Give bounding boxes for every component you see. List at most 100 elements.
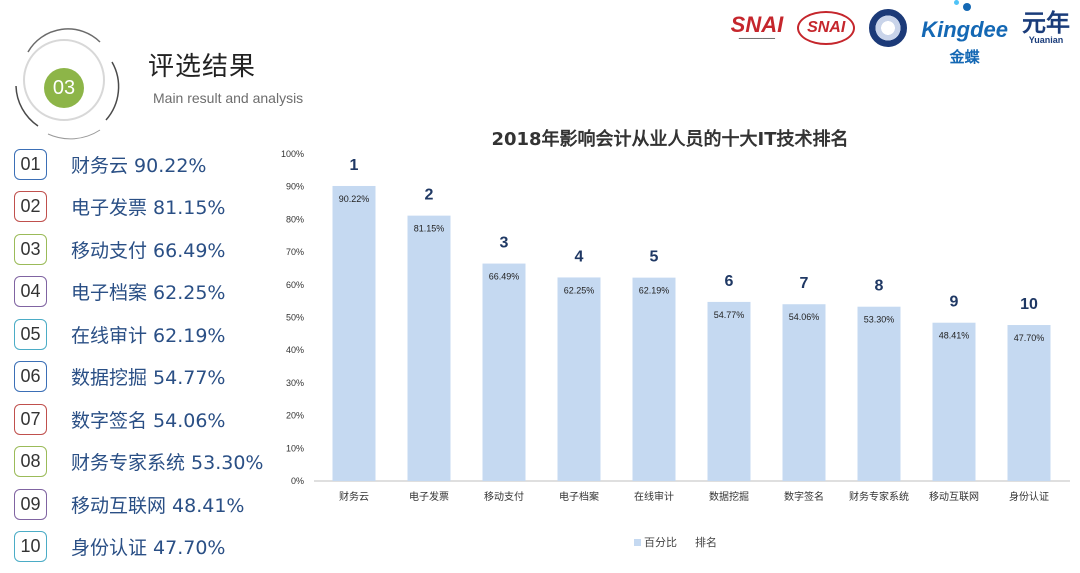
ranking-item: 06 数据挖掘 54.77% <box>14 361 226 393</box>
y-tick-label: 20% <box>286 411 304 421</box>
snai-logo: SNAI ━━━━━━━━━━━━ <box>730 12 784 43</box>
section-badge: 03 <box>8 22 128 142</box>
bar <box>632 277 676 481</box>
bar <box>782 304 826 481</box>
y-tick-label: 80% <box>286 214 304 224</box>
rank-label: 10 <box>1020 296 1038 313</box>
x-tick-label: 移动支付 <box>484 490 524 503</box>
data-label: 48.41% <box>939 331 970 341</box>
bar <box>407 215 451 481</box>
bar <box>932 322 976 481</box>
x-tick-label: 电子档案 <box>559 490 599 503</box>
ranking-item: 09 移动互联网 48.41% <box>14 488 245 520</box>
data-label: 54.06% <box>789 312 820 322</box>
rank-label: 身份认证 47.70% <box>71 537 226 559</box>
section-subtitle: Main result and analysis <box>153 90 304 106</box>
ranking-item: 03 移动支付 66.49% <box>14 233 226 265</box>
y-tick-label: 0% <box>291 476 304 486</box>
data-label: 62.25% <box>564 285 595 295</box>
bar-chart: 0% 10% 20% 30% 40% 50% 60% 70% 80% 90% 100% 90.22% 1… <box>281 149 1070 503</box>
rank-label: 3 <box>500 235 509 252</box>
ranking-item: 10 身份认证 47.70% <box>14 531 226 563</box>
section-title: 评选结果 <box>148 52 257 82</box>
rank-number: 04 <box>14 276 47 307</box>
rank-label: 6 <box>725 273 734 290</box>
legend-label: 排名 <box>695 536 717 549</box>
data-label: 54.77% <box>714 310 745 320</box>
kingdee-dots-icon <box>953 0 976 14</box>
rank-number: 06 <box>14 361 47 392</box>
ranking-item: 04 电子档案 62.25% <box>14 276 226 308</box>
y-tick-label: 30% <box>286 378 304 388</box>
legend-label: 百分比 <box>644 536 677 549</box>
rank-label: 移动互联网 48.41% <box>71 494 245 517</box>
rank-label: 8 <box>875 278 884 295</box>
rank-label: 移动支付 66.49% <box>71 239 226 262</box>
y-tick-label: 70% <box>286 247 304 257</box>
y-tick-label: 40% <box>286 345 304 355</box>
y-tick-label: 10% <box>286 443 304 453</box>
rank-number: 03 <box>14 233 47 265</box>
kingdee-logo: Kingdee 金蝶 <box>921 0 1008 67</box>
legend-swatch <box>634 538 641 546</box>
legend-item-percent: 百分比 <box>634 534 677 550</box>
ranking-item: 05 在线审计 62.19% <box>14 318 226 350</box>
x-tick-label: 移动互联网 <box>929 490 979 503</box>
rank-number: 01 <box>14 148 47 180</box>
data-label: 81.15% <box>414 224 445 234</box>
rank-number: 05 <box>14 318 47 350</box>
rank-label: 1 <box>350 157 359 174</box>
rank-number: 10 <box>14 531 47 562</box>
x-tick-label: 电子发票 <box>409 490 449 503</box>
x-tick-label: 财务专家系统 <box>849 490 909 503</box>
bar <box>557 277 601 481</box>
ranking-item: 08 财务专家系统 53.30% <box>14 446 264 478</box>
x-tick-label: 身份认证 <box>1009 490 1049 503</box>
rank-label: 电子档案 62.25% <box>71 282 226 304</box>
partner-logos: SNAI ━━━━━━━━━━━━ SNAI Kingdee 金蝶 元年 Yua… <box>730 0 1070 66</box>
rank-number: 09 <box>14 488 47 520</box>
rank-label: 在线审计 62.19% <box>71 324 226 347</box>
bar <box>707 301 751 481</box>
y-tick-label: 90% <box>286 182 304 192</box>
bar <box>857 306 901 481</box>
data-label: 90.22% <box>339 194 370 204</box>
chart-title: 2018年影响会计从业人员的十大IT技术排名 <box>491 129 849 150</box>
x-tick-label: 在线审计 <box>634 490 674 503</box>
seal-logo <box>869 9 908 47</box>
bar <box>332 185 376 481</box>
data-label: 62.19% <box>639 286 670 296</box>
rank-label: 7 <box>800 275 809 292</box>
ranking-item: 01 财务云 90.22% <box>14 148 207 180</box>
rank-number: 08 <box>14 446 47 477</box>
data-label: 47.70% <box>1014 333 1045 343</box>
x-tick-label: 数字签名 <box>784 490 824 503</box>
rank-label: 4 <box>575 248 584 265</box>
rank-label: 电子发票 81.15% <box>71 197 226 219</box>
section-number: 03 <box>44 68 84 108</box>
rank-number: 02 <box>14 191 47 222</box>
legend-item-rank: 排名 <box>695 534 717 550</box>
rank-label: 财务专家系统 53.30% <box>71 452 264 474</box>
rank-label: 数字签名 54.06% <box>71 409 226 432</box>
data-label: 53.30% <box>864 315 895 325</box>
x-tick-label: 数据挖掘 <box>709 490 749 503</box>
y-tick-label: 60% <box>286 280 304 290</box>
rank-label: 2 <box>425 187 434 204</box>
y-tick-label: 50% <box>286 313 304 323</box>
rank-number: 07 <box>14 403 47 435</box>
x-tick-label: 财务云 <box>339 490 369 503</box>
badge-ring <box>15 28 120 140</box>
rank-label: 9 <box>950 294 959 311</box>
bar <box>1007 325 1051 481</box>
yuanian-logo: 元年 Yuanian <box>1022 9 1070 45</box>
ranking-item: 07 数字签名 54.06% <box>14 403 226 435</box>
bar <box>482 263 526 481</box>
y-tick-label: 100% <box>281 149 304 159</box>
rank-label: 财务云 90.22% <box>71 154 207 177</box>
data-label: 66.49% <box>489 272 520 282</box>
chart-legend: 百分比 排名 <box>634 534 717 550</box>
rank-label: 5 <box>650 249 659 266</box>
rank-label: 数据挖掘 54.77% <box>71 367 226 389</box>
ranking-item: 02 电子发票 81.15% <box>14 191 226 223</box>
